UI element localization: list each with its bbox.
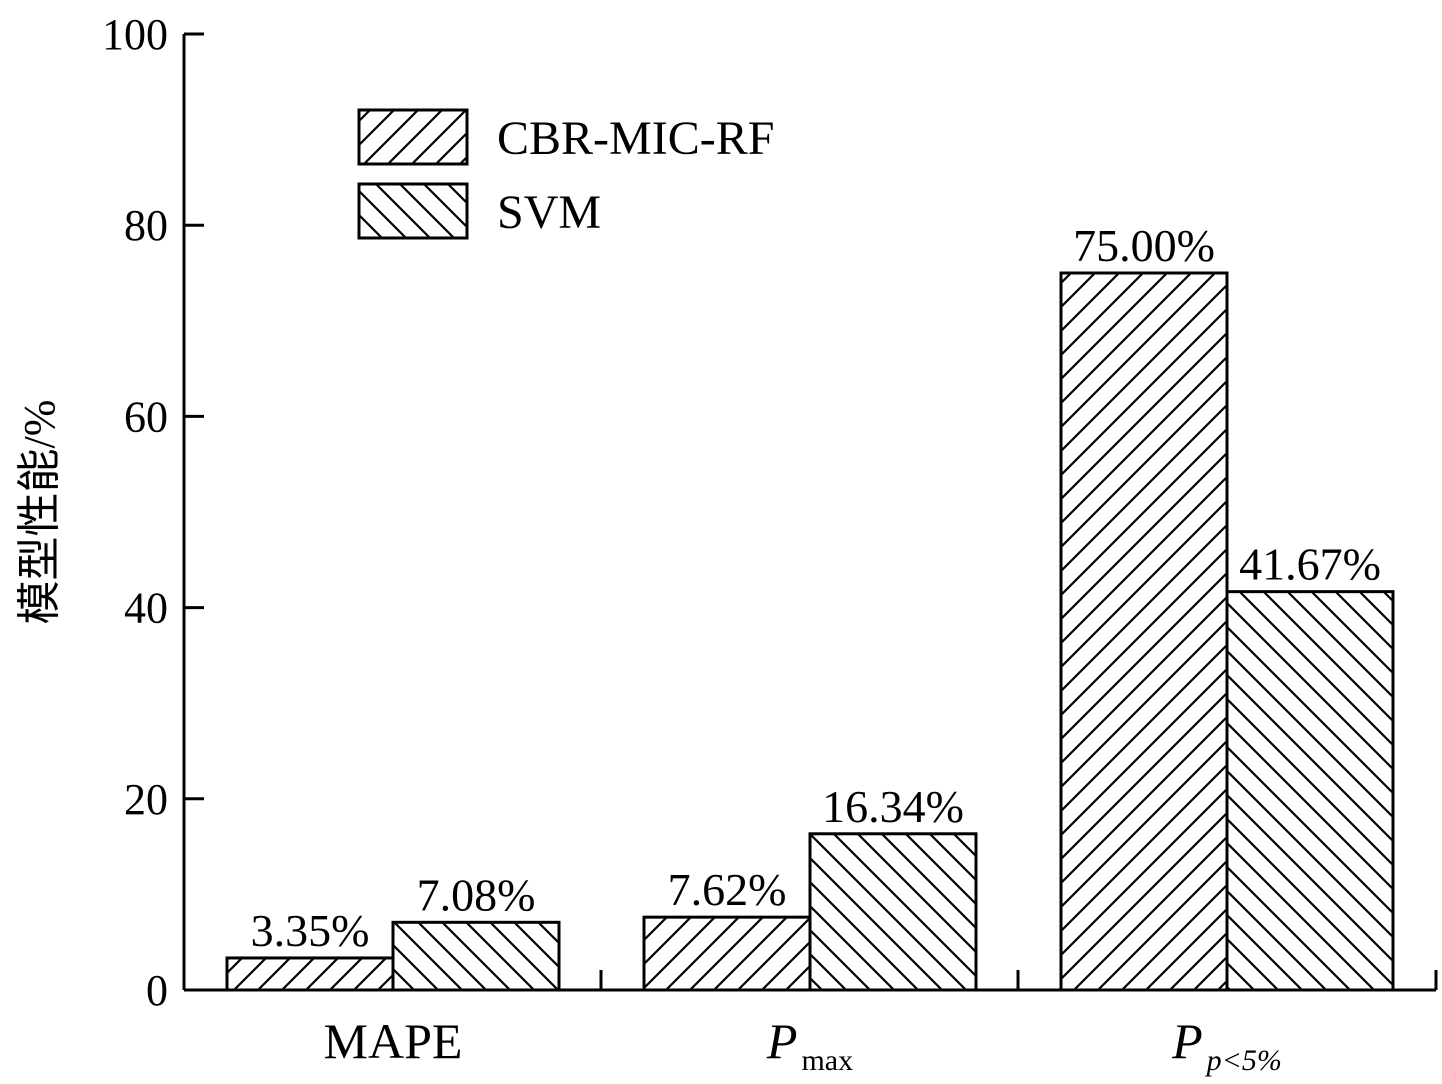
bar	[391, 920, 561, 992]
y-tick-label: 40	[124, 584, 168, 633]
x-tick-label-main: MAPE	[324, 1013, 463, 1069]
y-tick-label: 60	[124, 392, 168, 441]
y-tick-label: 100	[102, 10, 168, 59]
bar	[225, 956, 395, 992]
y-axis-label: 模型性能/%	[15, 400, 64, 625]
legend-swatch	[357, 182, 469, 240]
data-label: 16.34%	[822, 781, 964, 832]
x-tick-label-main: P	[766, 1013, 798, 1069]
x-tick-label: MAPE	[324, 1013, 463, 1069]
legend: CBR-MIC-RF SVM	[357, 108, 774, 240]
x-tick-label-main: P	[1171, 1013, 1203, 1069]
legend-label: CBR-MIC-RF	[497, 112, 774, 165]
y-tick-label: 80	[124, 201, 168, 250]
data-label: 75.00%	[1073, 220, 1215, 271]
y-tick-label: 0	[146, 966, 168, 1015]
legend-label: SVM	[497, 186, 601, 239]
bar	[1225, 590, 1395, 992]
bars	[225, 271, 1395, 992]
legend-swatch	[357, 108, 469, 166]
x-tick-label-sub: p<5%	[1205, 1044, 1282, 1077]
data-label: 41.67%	[1239, 539, 1381, 590]
y-tick-label: 20	[124, 775, 168, 824]
bar	[808, 832, 978, 992]
bar	[1059, 271, 1229, 992]
x-tick-label-sub: max	[801, 1044, 853, 1077]
bar	[642, 915, 812, 992]
data-label: 3.35%	[251, 905, 370, 956]
data-label: 7.62%	[668, 864, 787, 915]
data-label: 7.08%	[417, 869, 536, 920]
data-labels: 3.35% 7.08% 7.62% 16.34% 75.00% 41.67%	[251, 220, 1381, 956]
